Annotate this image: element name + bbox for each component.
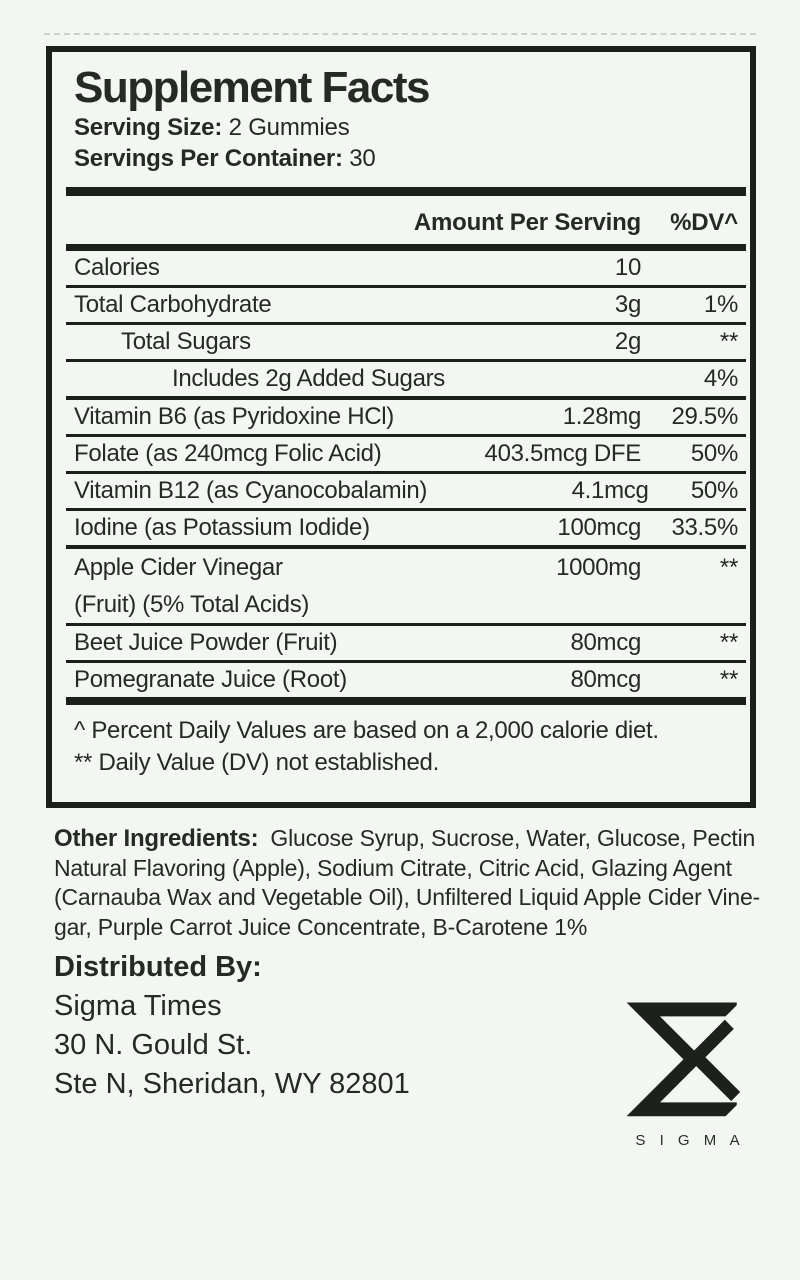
- header-percent-dv: %DV^: [670, 209, 738, 236]
- nutrient-dv: 33.5%: [671, 514, 738, 541]
- nutrient-amount: 1.28mg: [562, 403, 642, 430]
- perforation-line: [44, 33, 756, 35]
- other-ingredients-line3: (Carnauba Wax and Vegetable Oil), Unfilt…: [54, 884, 761, 910]
- other-ingredients-text: Glucose Syrup, Sucrose, Water, Glucose, …: [270, 825, 756, 851]
- nutrient-amount: 403.5mcg DFE: [484, 440, 642, 467]
- table-row-total-sugars: Total Sugars 2g **: [66, 325, 746, 362]
- other-ingredients-line1: Other Ingredients: Glucose Syrup, Sucrose…: [54, 824, 766, 854]
- serving-size-label: Serving Size:: [74, 114, 223, 141]
- nutrient-amount: 2g: [614, 328, 641, 355]
- nutrient-amount: 4.1mcg: [571, 477, 649, 504]
- nutrient-name: Vitamin B12 (as Cyanocobalamin): [74, 477, 428, 504]
- serving-size-value: 2 Gummies: [228, 114, 350, 141]
- table-row-calories: Calories 10: [66, 251, 746, 288]
- nutrient-name: Vitamin B6 (as Pyridoxine HCl): [74, 403, 395, 430]
- footnote-dv-not-established: ** Daily Value (DV) not established.: [74, 749, 439, 776]
- sigma-logo-icon: [626, 1002, 741, 1117]
- nutrient-name-line1: Apple Cider Vinegar: [74, 554, 283, 581]
- serving-size-line: Serving Size: 2 Gummies: [66, 112, 746, 143]
- table-row-vitamin-b6: Vitamin B6 (as Pyridoxine HCl) 1.28mg 29…: [66, 400, 746, 437]
- divider-thick-bottom: [66, 697, 746, 705]
- table-row-beet-juice-powder: Beet Juice Powder (Fruit) 80mcg **: [66, 626, 746, 663]
- nutrient-name-line2: (Fruit) (5% Total Acids): [74, 591, 310, 618]
- nutrient-amount: 1000mg: [556, 554, 641, 581]
- other-ingredients: Other Ingredients: Glucose Syrup, Sucrose…: [54, 824, 766, 942]
- nutrient-dv: 29.5%: [671, 403, 738, 430]
- nutrient-dv: 4%: [703, 365, 738, 392]
- nutrient-name: Beet Juice Powder (Fruit): [74, 629, 338, 656]
- distributor-address-line2: Ste N, Sheridan, WY 82801: [54, 1068, 410, 1100]
- panel-title: Supplement Facts: [74, 63, 430, 112]
- nutrient-dv: **: [719, 666, 738, 693]
- nutrient-amount: 100mcg: [557, 514, 641, 541]
- table-row-total-carbohydrate: Total Carbohydrate 3g 1%: [66, 288, 746, 325]
- nutrient-amount: 80mcg: [570, 666, 641, 693]
- nutrient-name: Pomegranate Juice (Root): [74, 666, 347, 693]
- nutrient-amount: 3g: [614, 291, 641, 318]
- footnote-daily-values: ^ Percent Daily Values are based on a 2,…: [74, 717, 659, 744]
- nutrient-dv: 50%: [690, 477, 738, 504]
- table-header: Amount Per Serving %DV^: [66, 196, 746, 251]
- sigma-logo-wordmark: S I G M A: [635, 1132, 745, 1149]
- divider-thick-top: [66, 187, 746, 196]
- footnotes: ^ Percent Daily Values are based on a 2,…: [66, 705, 746, 779]
- distributed-by-label: Distributed By:: [54, 951, 262, 983]
- other-ingredients-line2: Natural Flavoring (Apple), Sodium Citrat…: [54, 854, 732, 881]
- nutrient-name: Apple Cider Vinegar (Fruit) (5% Total Ac…: [74, 549, 401, 623]
- nutrient-name: Includes 2g Added Sugars: [172, 365, 446, 392]
- nutrient-dv: 50%: [690, 440, 738, 467]
- header-amount-per-serving: Amount Per Serving: [413, 209, 641, 236]
- table-row-iodine: Iodine (as Potassium Iodide) 100mcg 33.5…: [66, 511, 746, 549]
- nutrient-name: Total Carbohydrate: [74, 291, 272, 318]
- table-row-apple-cider-vinegar: Apple Cider Vinegar (Fruit) (5% Total Ac…: [66, 549, 746, 626]
- nutrient-name: Folate (as 240mcg Folic Acid): [74, 440, 382, 467]
- other-ingredients-label: Other Ingredients:: [54, 825, 259, 852]
- nutrient-name: Iodine (as Potassium Iodide): [74, 514, 370, 541]
- servings-per-container-value: 30: [349, 145, 376, 172]
- servings-per-container-label: Servings Per Container:: [74, 145, 343, 172]
- nutrient-dv: **: [719, 554, 738, 581]
- distributor-name: Sigma Times: [54, 990, 222, 1022]
- table-row-added-sugars: Includes 2g Added Sugars 4%: [66, 362, 746, 400]
- table-row-vitamin-b12: Vitamin B12 (as Cyanocobalamin) 4.1mcg 5…: [66, 474, 746, 511]
- nutrient-dv: 1%: [703, 291, 738, 318]
- nutrient-amount: 80mcg: [570, 629, 641, 656]
- other-ingredients-line4: gar, Purple Carrot Juice Concentrate, B-…: [54, 913, 588, 940]
- supplement-facts-panel: Supplement Facts Serving Size: 2 Gummies…: [46, 46, 756, 808]
- nutrient-amount: 10: [614, 254, 641, 281]
- distributor-block: Distributed By: Sigma Times 30 N. Gould …: [54, 948, 410, 1104]
- nutrient-name: Total Sugars: [121, 328, 251, 355]
- table-row-pomegranate-juice: Pomegranate Juice (Root) 80mcg **: [66, 663, 746, 697]
- nutrient-dv: **: [719, 328, 738, 355]
- servings-per-container-line: Servings Per Container: 30: [66, 143, 746, 174]
- nutrient-dv: **: [719, 629, 738, 656]
- table-row-folate: Folate (as 240mcg Folic Acid) 403.5mcg D…: [66, 437, 746, 474]
- distributor-address-line1: 30 N. Gould St.: [54, 1029, 253, 1061]
- nutrient-name: Calories: [74, 254, 160, 281]
- sigma-logo: S I G M A: [618, 1002, 762, 1149]
